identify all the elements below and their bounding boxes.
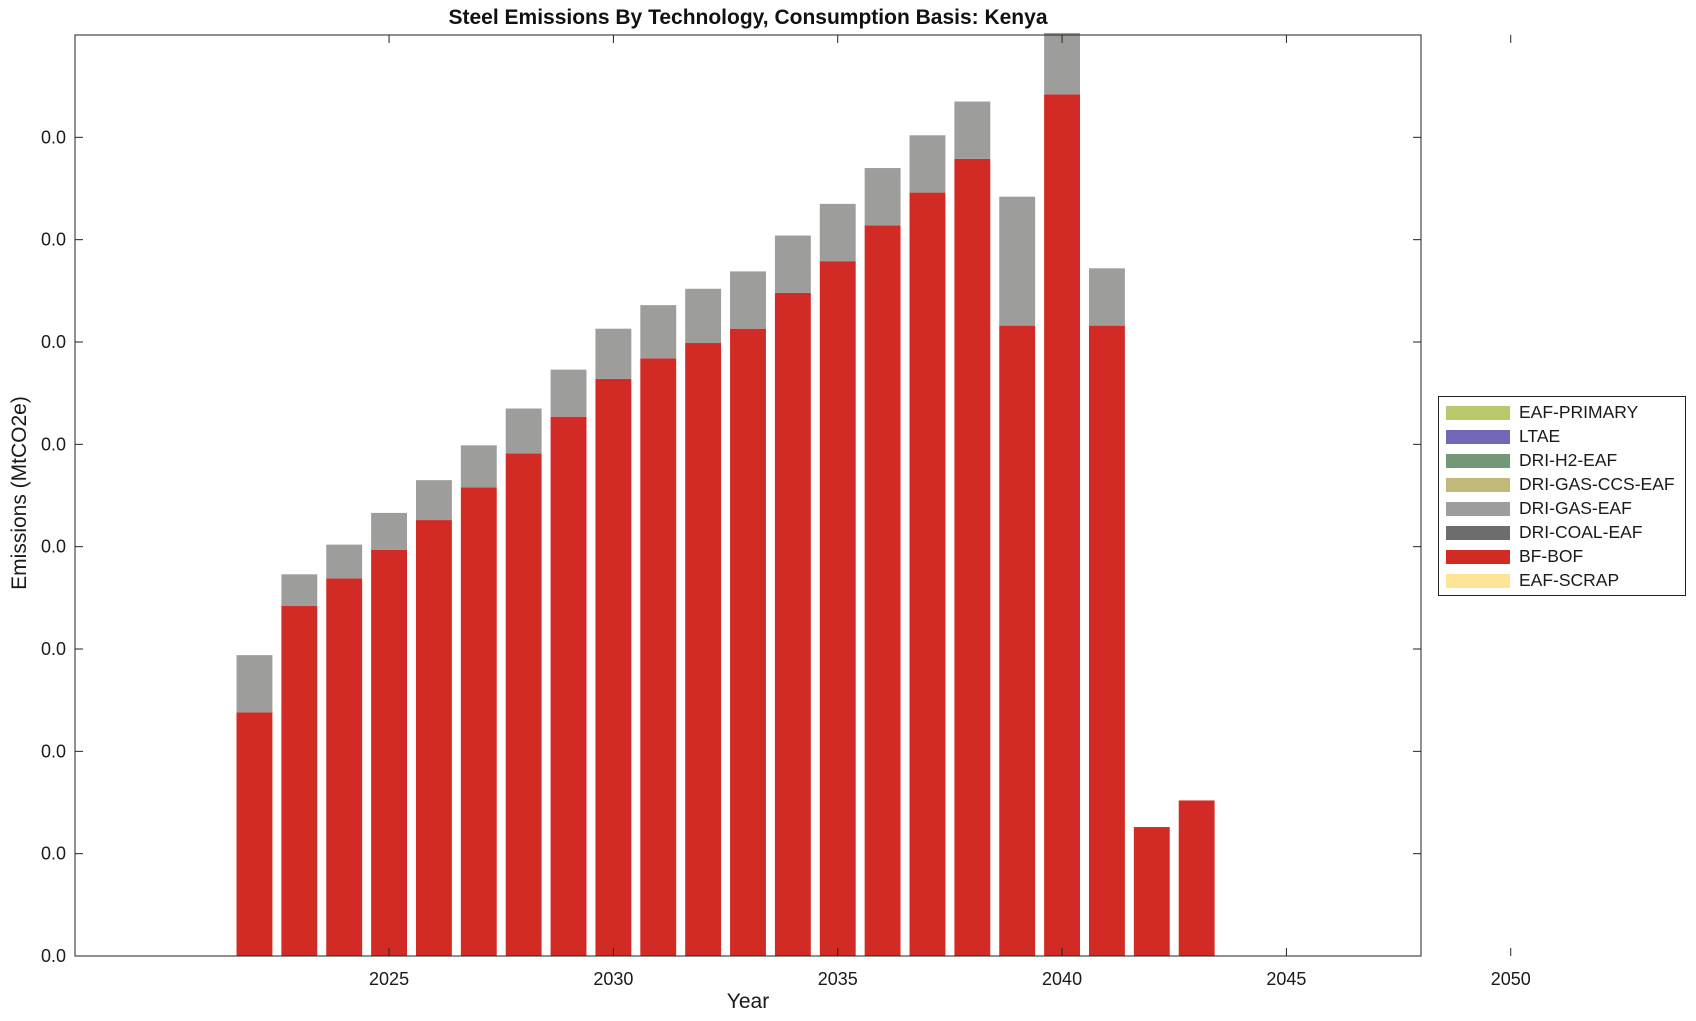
bar-bf-bof-2031 bbox=[640, 358, 677, 956]
legend-label: BF-BOF bbox=[1519, 546, 1584, 566]
bar-bf-bof-2039 bbox=[999, 325, 1036, 956]
legend-label: DRI-GAS-EAF bbox=[1519, 498, 1632, 518]
y-tick-label-5: 0.0 bbox=[41, 434, 66, 454]
bar-bf-bof-2037 bbox=[909, 192, 946, 957]
bar-bf-bof-2023 bbox=[281, 606, 318, 956]
legend-swatch bbox=[1446, 574, 1510, 588]
x-tick-label-2025: 2025 bbox=[369, 969, 409, 989]
legend-item-dri-h2-eaf: DRI-H2-EAF bbox=[1439, 449, 1685, 473]
bar-bf-bof-2028 bbox=[505, 453, 542, 956]
bar-dri-gas-eaf-2023 bbox=[281, 574, 318, 607]
bar-bf-bof-2024 bbox=[326, 578, 363, 956]
bar-dri-gas-eaf-2041 bbox=[1088, 268, 1125, 326]
legend-label: EAF-PRIMARY bbox=[1519, 402, 1639, 422]
bar-bf-bof-2032 bbox=[685, 343, 722, 956]
bar-dri-gas-eaf-2032 bbox=[685, 288, 722, 344]
legend-label: DRI-GAS-CCS-EAF bbox=[1519, 474, 1675, 494]
bar-dri-gas-eaf-2040 bbox=[1044, 32, 1081, 95]
bar-dri-gas-eaf-2037 bbox=[909, 135, 946, 193]
y-tick-label-3: 0.0 bbox=[41, 639, 66, 659]
axes-box bbox=[74, 34, 1422, 957]
legend: EAF-PRIMARY LTAE DRI-H2-EAF DRI-GAS-CCS-EAF… bbox=[1438, 396, 1686, 596]
bar-bf-bof-2041 bbox=[1088, 325, 1125, 956]
bar-bf-bof-2033 bbox=[730, 328, 766, 956]
tick-layer: 2025 2030 2035 2040 2045 2050 0.0 0.0 0.0 0.0 0.0 0… bbox=[41, 35, 1531, 989]
x-axis-label: Year bbox=[726, 990, 770, 1013]
chart-title: Steel Emissions By Technology, Consumpti… bbox=[448, 6, 1048, 29]
bar-dri-gas-eaf-2038 bbox=[954, 101, 991, 159]
y-tick-label-1: 0.0 bbox=[41, 844, 66, 864]
y-axis-label: Emissions (MtCO2e) bbox=[8, 396, 31, 590]
y-tick-label-0: 0.0 bbox=[41, 946, 66, 966]
bar-dri-gas-eaf-2034 bbox=[774, 235, 811, 293]
bar-bf-bof-2022 bbox=[236, 712, 273, 956]
bar-bf-bof-2042 bbox=[1133, 827, 1170, 956]
legend-swatch bbox=[1446, 502, 1510, 516]
legend-item-eaf-primary: EAF-PRIMARY bbox=[1439, 401, 1685, 425]
legend-swatch bbox=[1446, 430, 1510, 444]
bar-bf-bof-2036 bbox=[864, 225, 901, 957]
legend-item-bf-bof: BF-BOF bbox=[1439, 545, 1685, 569]
bar-dri-gas-eaf-2022 bbox=[236, 655, 273, 713]
legend-swatch bbox=[1446, 454, 1510, 468]
legend-swatch bbox=[1446, 550, 1510, 564]
legend-item-eaf-scrap: EAF-SCRAP bbox=[1439, 569, 1685, 593]
legend-item-dri-gas-eaf: DRI-GAS-EAF bbox=[1439, 497, 1685, 521]
legend-item-dri-coal-eaf: DRI-COAL-EAF bbox=[1439, 521, 1685, 545]
bar-dri-gas-eaf-2035 bbox=[819, 203, 856, 262]
y-tick-label-4: 0.0 bbox=[41, 537, 66, 557]
x-tick-label-2040: 2040 bbox=[1042, 969, 1082, 989]
y-tick-label-8: 0.0 bbox=[41, 127, 66, 147]
bar-dri-gas-eaf-2027 bbox=[460, 445, 497, 488]
bar-dri-gas-eaf-2024 bbox=[326, 544, 363, 579]
bar-dri-gas-eaf-2026 bbox=[415, 480, 452, 521]
y-tick-label-2: 0.0 bbox=[41, 741, 66, 761]
bar-dri-gas-eaf-2025 bbox=[371, 512, 408, 550]
legend-item-dri-gas-ccs-eaf: DRI-GAS-CCS-EAF bbox=[1439, 473, 1685, 497]
legend-item-ltae: LTAE bbox=[1439, 425, 1685, 449]
x-tick-label-2035: 2035 bbox=[818, 969, 858, 989]
x-tick-label-2045: 2045 bbox=[1266, 969, 1306, 989]
bar-bf-bof-2035 bbox=[819, 261, 856, 956]
bar-dri-gas-eaf-2028 bbox=[505, 408, 542, 454]
legend-label: EAF-SCRAP bbox=[1519, 570, 1620, 590]
bar-dri-gas-eaf-2036 bbox=[864, 168, 901, 226]
bar-layer bbox=[236, 32, 1215, 957]
legend-swatch bbox=[1446, 406, 1510, 420]
legend-swatch bbox=[1446, 526, 1510, 540]
legend-label: DRI-H2-EAF bbox=[1519, 450, 1618, 470]
legend-label: LTAE bbox=[1519, 426, 1561, 446]
bar-dri-gas-eaf-2039 bbox=[999, 196, 1036, 326]
legend-swatch bbox=[1446, 478, 1510, 492]
y-tick-label-6: 0.0 bbox=[41, 332, 66, 352]
y-tick-label-7: 0.0 bbox=[41, 230, 66, 250]
bar-bf-bof-2034 bbox=[774, 292, 811, 956]
bar-bf-bof-2038 bbox=[954, 158, 991, 956]
bar-dri-gas-eaf-2030 bbox=[595, 328, 632, 379]
legend-label: DRI-COAL-EAF bbox=[1519, 522, 1643, 542]
bar-dri-gas-eaf-2029 bbox=[550, 369, 587, 417]
bar-bf-bof-2029 bbox=[550, 416, 587, 956]
bar-dri-gas-eaf-2031 bbox=[640, 305, 677, 359]
bar-dri-gas-eaf-2033 bbox=[730, 271, 766, 329]
bar-bf-bof-2040 bbox=[1044, 94, 1081, 957]
bar-bf-bof-2026 bbox=[415, 520, 452, 956]
x-tick-label-2030: 2030 bbox=[593, 969, 633, 989]
bar-bf-bof-2043 bbox=[1178, 800, 1215, 956]
bar-bf-bof-2030 bbox=[595, 378, 632, 957]
bar-bf-bof-2025 bbox=[371, 549, 408, 956]
x-tick-label-2050: 2050 bbox=[1491, 969, 1531, 989]
bar-bf-bof-2027 bbox=[460, 487, 497, 956]
